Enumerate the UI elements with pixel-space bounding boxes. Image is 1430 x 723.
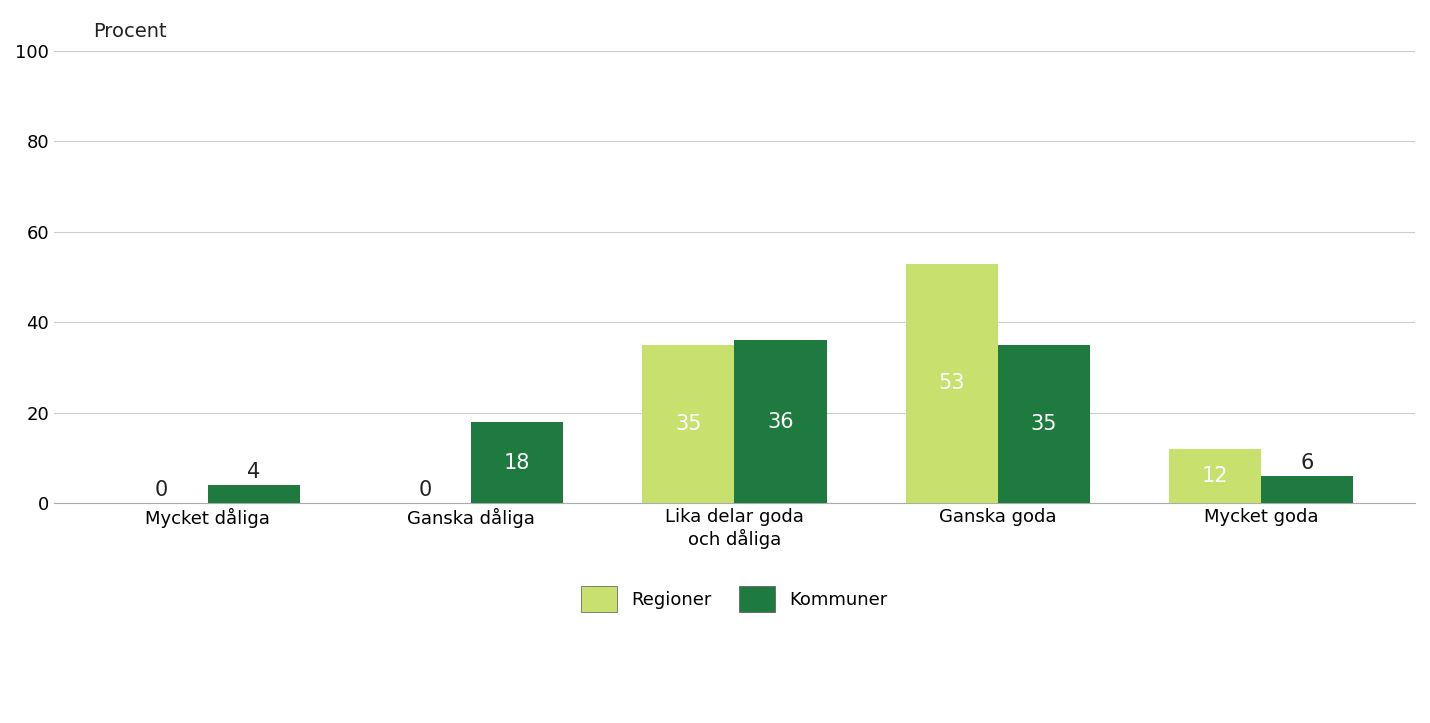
Text: Procent: Procent — [93, 22, 166, 40]
Text: 12: 12 — [1201, 466, 1228, 486]
Bar — [1168, 449, 1261, 503]
Bar — [735, 341, 827, 503]
Bar — [998, 345, 1090, 503]
Text: 35: 35 — [675, 414, 702, 434]
Bar — [642, 345, 735, 503]
Text: 35: 35 — [1031, 414, 1057, 434]
Text: 4: 4 — [247, 461, 260, 482]
Text: 6: 6 — [1300, 453, 1314, 473]
Text: 36: 36 — [766, 412, 794, 432]
Bar — [207, 485, 300, 503]
Bar — [1261, 476, 1353, 503]
Bar — [470, 422, 563, 503]
Bar — [905, 264, 998, 503]
Text: 0: 0 — [154, 479, 169, 500]
Text: 0: 0 — [419, 479, 432, 500]
Text: 18: 18 — [503, 453, 531, 473]
Legend: Regioner, Kommuner: Regioner, Kommuner — [572, 578, 897, 621]
Text: 53: 53 — [938, 373, 965, 393]
